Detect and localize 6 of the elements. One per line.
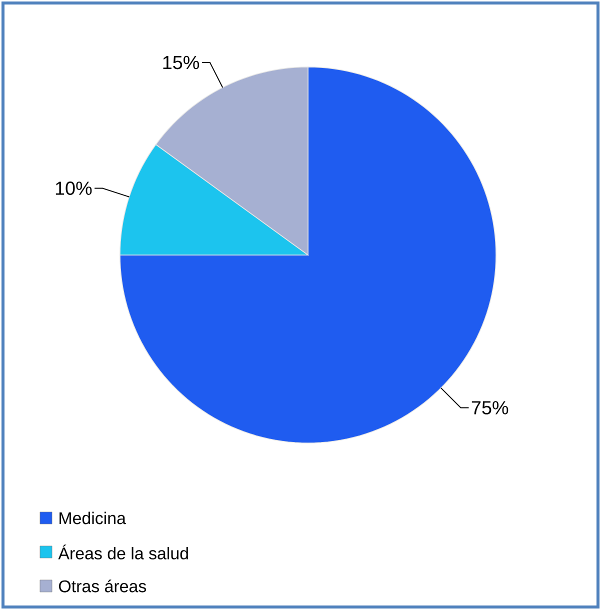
data-label: 10%: [56, 182, 92, 195]
legend-label: Medicina: [60, 512, 126, 524]
data-label: 75%: [472, 401, 508, 414]
data-label: 15%: [163, 56, 200, 70]
legend-label: Otras áreas: [58, 580, 146, 592]
legend-label: Áreas de la salud: [58, 544, 188, 560]
